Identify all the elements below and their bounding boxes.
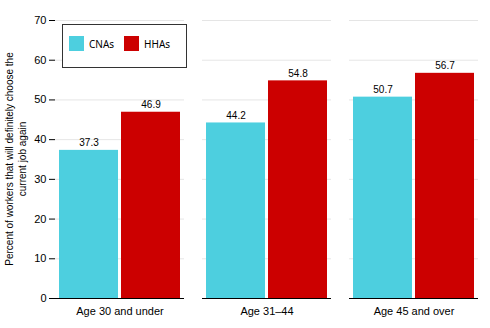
html-text:Percent of workers that will d: Percent of workers that will definitely … <box>4 52 28 266</box>
svg-text:46.9: 46.9 <box>141 99 161 110</box>
svg-text:70: 70 <box>34 14 46 26</box>
html-text:HHAs: HHAs <box>144 36 171 51</box>
svg-text:30: 30 <box>34 173 46 185</box>
svg-text:10: 10 <box>34 252 46 264</box>
svg-text:50.7: 50.7 <box>373 84 393 95</box>
svg-text:Age 31–44: Age 31–44 <box>240 305 293 317</box>
html-text:CNAs: CNAs <box>89 36 115 51</box>
svg-text:Age 45 and over: Age 45 and over <box>374 305 455 317</box>
svg-text:Age 30 and under: Age 30 and under <box>76 305 164 317</box>
svg-text:0: 0 <box>40 292 46 304</box>
svg-text:60: 60 <box>34 54 46 66</box>
svg-text:50: 50 <box>34 93 46 105</box>
svg-text:37.3: 37.3 <box>79 137 99 148</box>
svg-text:40: 40 <box>34 133 46 145</box>
svg-text:56.7: 56.7 <box>435 60 455 71</box>
svg-text:20: 20 <box>34 213 46 225</box>
svg-text:54.8: 54.8 <box>288 68 308 79</box>
svg-text:44.2: 44.2 <box>226 110 246 121</box>
